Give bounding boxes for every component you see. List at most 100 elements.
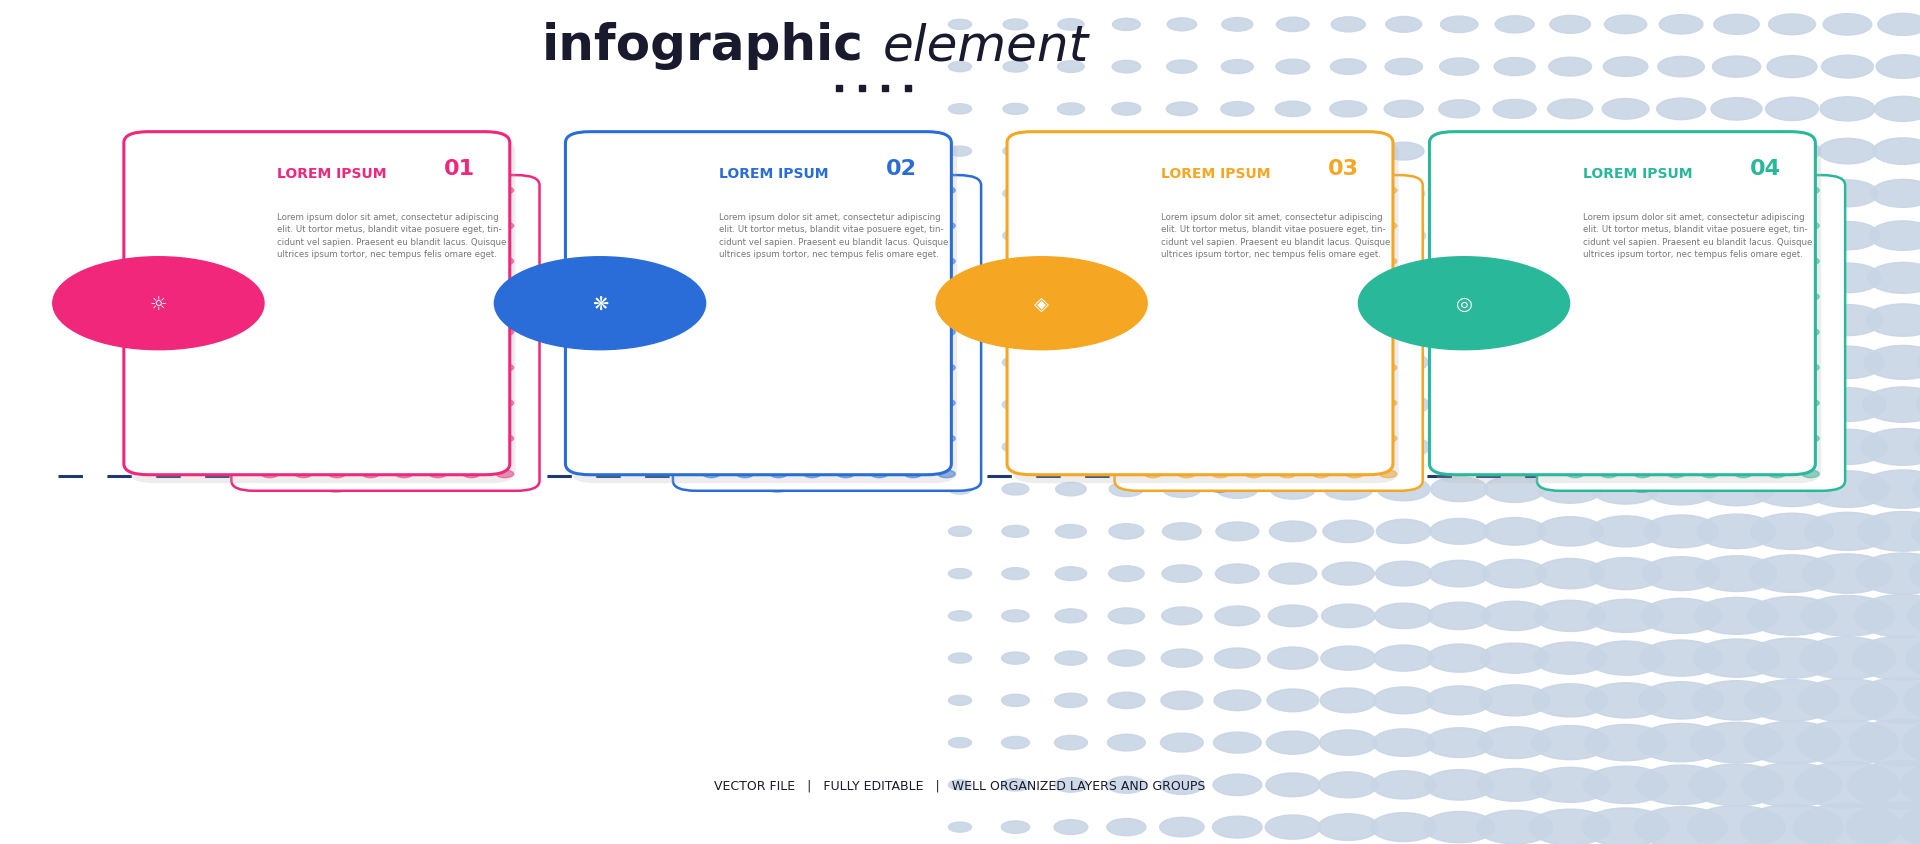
Circle shape	[770, 223, 787, 230]
Circle shape	[1759, 264, 1824, 293]
Circle shape	[1634, 329, 1651, 337]
Circle shape	[770, 471, 787, 478]
Circle shape	[1667, 329, 1686, 337]
Circle shape	[870, 365, 889, 372]
Circle shape	[1144, 294, 1162, 301]
Circle shape	[1177, 471, 1194, 478]
Circle shape	[1058, 188, 1085, 200]
Circle shape	[1701, 258, 1718, 266]
Circle shape	[1056, 441, 1087, 454]
Circle shape	[770, 400, 787, 408]
Circle shape	[1144, 329, 1162, 337]
Circle shape	[1701, 390, 1772, 420]
Circle shape	[1271, 354, 1313, 372]
Circle shape	[261, 329, 278, 337]
Circle shape	[1106, 819, 1146, 836]
Circle shape	[1319, 814, 1379, 841]
Circle shape	[1768, 187, 1786, 195]
Circle shape	[1634, 471, 1651, 478]
Circle shape	[1112, 103, 1140, 116]
Circle shape	[463, 258, 480, 266]
Circle shape	[1165, 145, 1198, 159]
Circle shape	[463, 223, 480, 230]
Circle shape	[1144, 365, 1162, 372]
Circle shape	[803, 187, 822, 195]
Circle shape	[1567, 400, 1584, 408]
Circle shape	[703, 223, 720, 230]
Circle shape	[1864, 346, 1920, 380]
Circle shape	[1586, 641, 1665, 675]
Circle shape	[1482, 560, 1548, 588]
Circle shape	[1607, 462, 1676, 492]
Circle shape	[396, 294, 413, 301]
Text: Lorem ipsum dolor sit amet, consectetur adipiscing
elit. Ut tortor metus, blandi: Lorem ipsum dolor sit amet, consectetur …	[718, 213, 948, 259]
Circle shape	[1346, 400, 1363, 408]
Circle shape	[396, 471, 413, 478]
Circle shape	[1375, 646, 1434, 671]
Circle shape	[1542, 308, 1597, 333]
Circle shape	[1244, 436, 1263, 443]
Circle shape	[1279, 365, 1296, 372]
Circle shape	[361, 187, 378, 195]
Circle shape	[737, 329, 753, 337]
Circle shape	[1534, 601, 1605, 631]
Circle shape	[1386, 18, 1421, 33]
Circle shape	[1002, 399, 1029, 411]
Circle shape	[1273, 228, 1311, 245]
Circle shape	[737, 436, 753, 443]
Circle shape	[1313, 365, 1331, 372]
Circle shape	[1177, 329, 1194, 337]
Circle shape	[737, 365, 753, 372]
Circle shape	[948, 822, 972, 832]
Circle shape	[937, 258, 954, 266]
Circle shape	[1108, 566, 1144, 582]
Circle shape	[1325, 395, 1371, 415]
Circle shape	[1567, 223, 1584, 230]
Circle shape	[261, 223, 278, 230]
Circle shape	[1908, 594, 1920, 638]
Circle shape	[1112, 62, 1140, 73]
Circle shape	[1599, 294, 1617, 301]
Circle shape	[1768, 365, 1786, 372]
Circle shape	[1002, 779, 1029, 791]
Circle shape	[1855, 595, 1920, 637]
Circle shape	[296, 294, 311, 301]
Circle shape	[1657, 57, 1705, 78]
Circle shape	[1701, 365, 1718, 372]
Circle shape	[1567, 365, 1584, 372]
Circle shape	[1649, 307, 1713, 334]
Circle shape	[1588, 599, 1663, 633]
Circle shape	[1488, 309, 1542, 333]
Circle shape	[1177, 187, 1194, 195]
Circle shape	[1538, 475, 1603, 504]
Circle shape	[1868, 263, 1920, 294]
Circle shape	[296, 223, 311, 230]
Circle shape	[737, 187, 753, 195]
Circle shape	[948, 62, 972, 73]
Circle shape	[948, 442, 972, 452]
Circle shape	[770, 365, 787, 372]
Circle shape	[1597, 266, 1653, 291]
Circle shape	[948, 569, 972, 579]
Circle shape	[1384, 101, 1423, 118]
Circle shape	[1379, 294, 1396, 301]
Circle shape	[1380, 268, 1427, 289]
Circle shape	[1705, 306, 1768, 335]
FancyBboxPatch shape	[1536, 176, 1845, 491]
Circle shape	[328, 223, 346, 230]
Circle shape	[904, 294, 922, 301]
Circle shape	[1434, 268, 1484, 289]
Circle shape	[1375, 561, 1432, 587]
Circle shape	[1715, 15, 1759, 35]
Circle shape	[1162, 607, 1202, 625]
Circle shape	[803, 365, 822, 372]
Circle shape	[495, 258, 515, 266]
Circle shape	[1110, 356, 1142, 370]
Circle shape	[1584, 725, 1667, 760]
Circle shape	[1818, 139, 1876, 165]
Text: element: element	[883, 23, 1089, 70]
Circle shape	[870, 471, 889, 478]
Circle shape	[1494, 100, 1536, 119]
Circle shape	[870, 187, 889, 195]
Circle shape	[1645, 432, 1716, 463]
